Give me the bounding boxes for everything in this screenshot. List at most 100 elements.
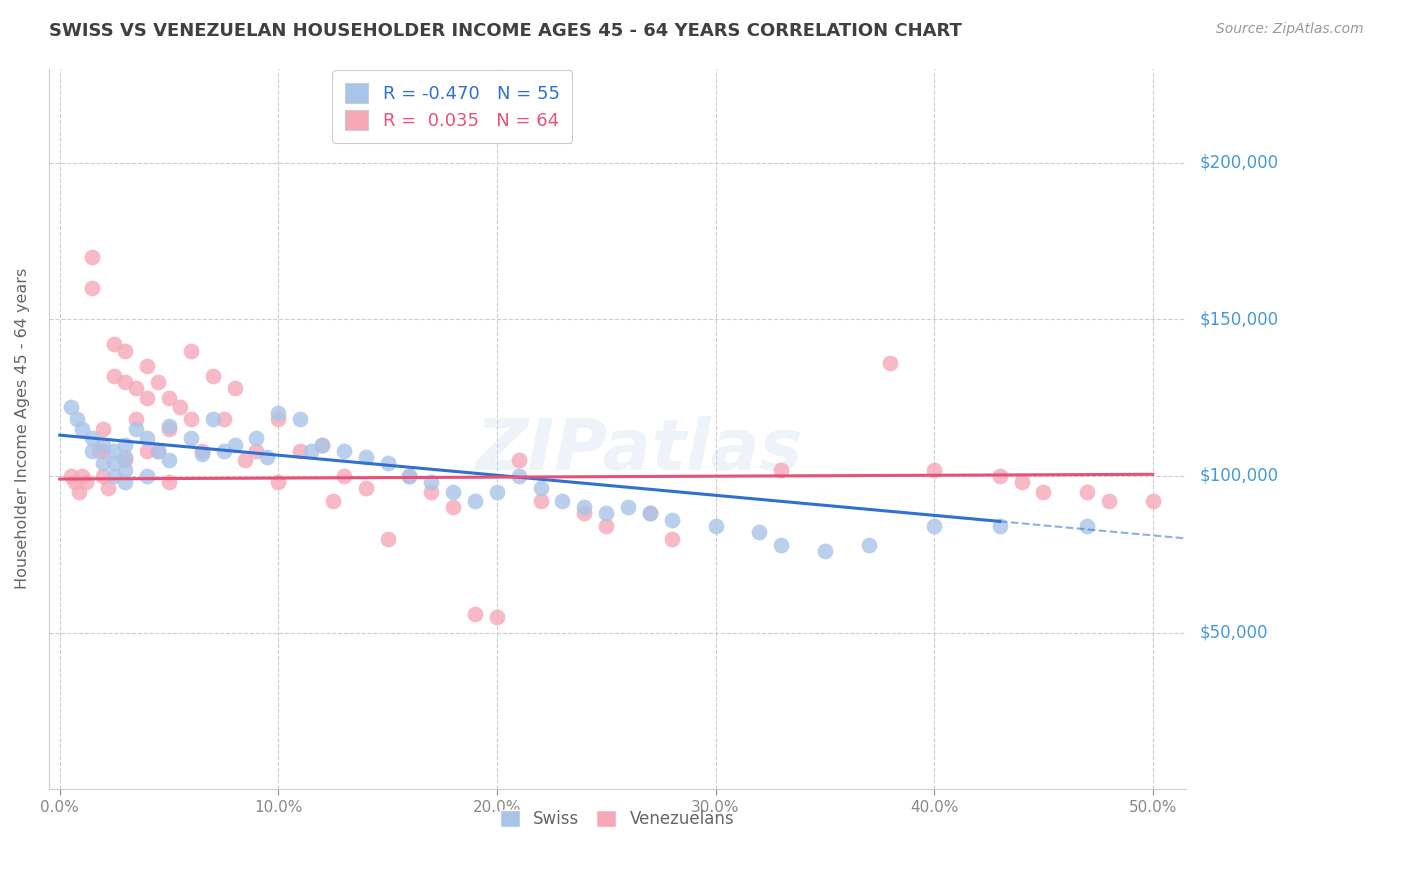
Point [551, 494, 574, 508]
Point [398, 468, 420, 483]
Point [67, 484, 90, 499]
Point [114, 462, 136, 476]
Point [770, 462, 793, 476]
Point [441, 484, 464, 499]
Point [136, 468, 159, 483]
Point [922, 519, 945, 533]
Point [508, 468, 530, 483]
Point [322, 494, 344, 508]
Point [333, 443, 356, 458]
Point [1076, 484, 1098, 499]
Point [180, 343, 202, 358]
Point [311, 437, 333, 451]
Point [103, 443, 125, 458]
Point [441, 500, 464, 515]
Text: SWISS VS VENEZUELAN HOUSEHOLDER INCOME AGES 45 - 64 YEARS CORRELATION CHART: SWISS VS VENEZUELAN HOUSEHOLDER INCOME A… [49, 22, 962, 40]
Text: Source: ZipAtlas.com: Source: ZipAtlas.com [1216, 22, 1364, 37]
Point [146, 443, 169, 458]
Point [256, 450, 278, 464]
Point [114, 453, 136, 467]
Point [93, 456, 115, 470]
Point [82, 281, 104, 295]
Point [770, 538, 793, 552]
Point [114, 343, 136, 358]
Point [245, 443, 267, 458]
Point [75, 475, 97, 490]
Point [82, 443, 104, 458]
Point [114, 475, 136, 490]
Point [879, 356, 901, 370]
Point [1076, 519, 1098, 533]
Point [311, 437, 333, 451]
Point [103, 337, 125, 351]
Point [93, 422, 115, 436]
Point [245, 431, 267, 445]
Point [169, 400, 191, 414]
Point [638, 507, 661, 521]
Point [63, 475, 86, 490]
Point [70, 422, 93, 436]
Point [530, 482, 553, 496]
Text: $150,000: $150,000 [1199, 310, 1278, 328]
Point [201, 412, 224, 426]
Point [125, 412, 148, 426]
Point [59, 468, 82, 483]
Text: $200,000: $200,000 [1199, 153, 1278, 171]
Point [114, 375, 136, 389]
Point [70, 468, 93, 483]
Point [858, 538, 880, 552]
Point [125, 422, 148, 436]
Point [464, 494, 486, 508]
Point [136, 359, 159, 374]
Point [180, 431, 202, 445]
Point [235, 453, 257, 467]
Point [201, 368, 224, 383]
Point [595, 519, 617, 533]
Point [420, 484, 443, 499]
Point [191, 443, 214, 458]
Point [704, 519, 727, 533]
Point [354, 450, 377, 464]
Point [146, 443, 169, 458]
Point [146, 375, 169, 389]
Point [125, 381, 148, 395]
Point [82, 250, 104, 264]
Point [136, 443, 159, 458]
Text: ZIPatlas: ZIPatlas [477, 416, 804, 485]
Point [354, 482, 377, 496]
Point [180, 412, 202, 426]
Point [136, 431, 159, 445]
Point [748, 525, 770, 540]
Point [87, 443, 110, 458]
Point [157, 475, 180, 490]
Point [267, 412, 290, 426]
Point [157, 422, 180, 436]
Point [333, 468, 356, 483]
Point [398, 468, 420, 483]
Point [814, 544, 837, 558]
Point [191, 447, 214, 461]
Point [157, 418, 180, 433]
Text: $100,000: $100,000 [1199, 467, 1278, 485]
Point [1032, 484, 1054, 499]
Point [595, 507, 617, 521]
Point [1011, 475, 1033, 490]
Point [114, 450, 136, 464]
Y-axis label: Householder Income Ages 45 - 64 years: Householder Income Ages 45 - 64 years [15, 268, 30, 590]
Point [267, 406, 290, 420]
Point [574, 500, 596, 515]
Point [1142, 494, 1164, 508]
Point [420, 475, 443, 490]
Point [377, 532, 399, 546]
Point [299, 443, 322, 458]
Point [661, 513, 683, 527]
Text: $50,000: $50,000 [1199, 624, 1268, 641]
Point [97, 482, 120, 496]
Point [103, 368, 125, 383]
Point [288, 443, 311, 458]
Point [212, 412, 235, 426]
Point [1098, 494, 1121, 508]
Point [114, 437, 136, 451]
Point [661, 532, 683, 546]
Point [93, 468, 115, 483]
